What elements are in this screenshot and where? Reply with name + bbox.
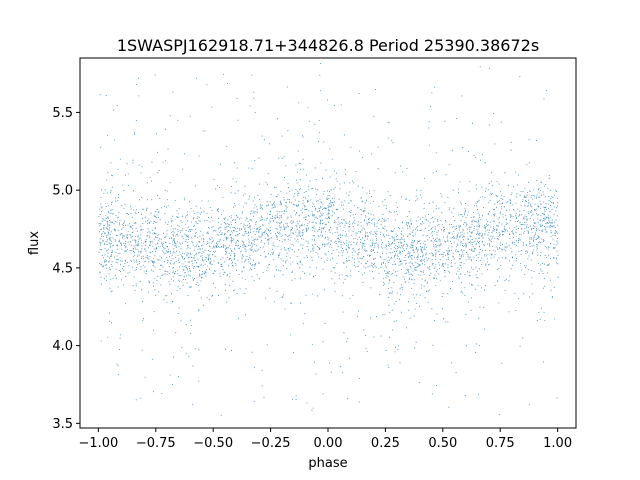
chart-title: 1SWASPJ162918.71+344826.8 Period 25390.3…	[117, 36, 539, 55]
x-tick-label: −0.75	[136, 436, 176, 451]
scatter-points	[98, 63, 559, 416]
y-tick-label: 4.5	[52, 261, 73, 276]
x-tick-label: 0.50	[428, 436, 457, 451]
y-tick-label: 5.5	[52, 106, 73, 121]
x-tick-label: −0.50	[193, 436, 233, 451]
y-tick-label: 5.0	[52, 184, 73, 199]
x-axis: −1.00 −0.75 −0.50 −0.25 0.00 0.25 0.50 0.75 1.00	[78, 428, 572, 451]
x-tick-label: −1.00	[78, 436, 118, 451]
y-tick-label: 3.5	[52, 417, 73, 432]
x-tick-label: 1.00	[543, 436, 572, 451]
y-tick-label: 4.0	[52, 339, 73, 354]
y-axis: 3.5 4.0 4.5 5.0 5.5	[52, 106, 80, 432]
y-axis-label: flux	[27, 231, 42, 255]
x-axis-label: phase	[308, 456, 347, 471]
scatter-point-cloud	[98, 63, 559, 416]
x-tick-label: −0.25	[251, 436, 291, 451]
x-tick-label: 0.25	[371, 436, 400, 451]
x-tick-label: 0.75	[486, 436, 515, 451]
x-tick-label: 0.00	[314, 436, 343, 451]
